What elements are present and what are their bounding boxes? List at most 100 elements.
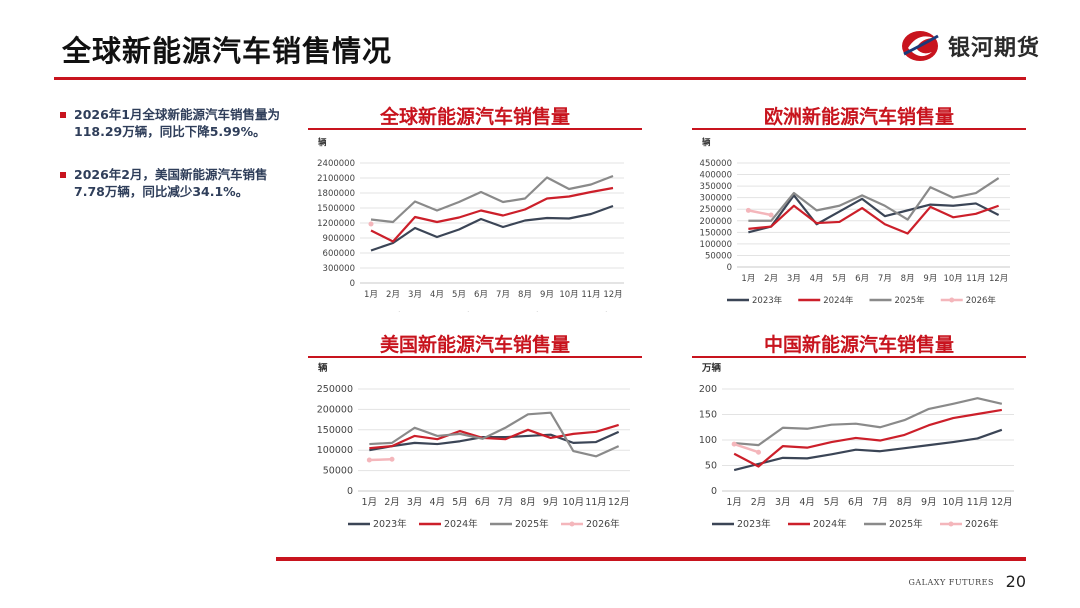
x-tick-label: 11月 [967, 497, 989, 508]
x-tick-label: 6月 [474, 290, 488, 300]
x-tick-label: 1月 [364, 290, 378, 300]
series-line-2023年 [369, 430, 620, 452]
x-tick-label: 3月 [775, 497, 791, 508]
series-line-2025年 [369, 411, 620, 458]
chart-panel-global: 全球新能源汽车销售量 辆 0 300000 600000 900000 1200000 15… [308, 102, 642, 312]
legend-label: 2023年 [375, 311, 406, 312]
y-tick-label: 0 [347, 486, 353, 497]
series-line-2024年 [748, 204, 999, 235]
x-tick-label: 6月 [848, 497, 864, 508]
x-tick-label: 8月 [520, 497, 536, 508]
x-tick-label: 9月 [923, 274, 937, 284]
chart-global: 辆 0 300000 600000 900000 1200000 1500000 180000… [317, 137, 624, 312]
chart-title: 中国新能源汽车销售量 [763, 334, 954, 356]
y-tick-label: 350000 [700, 182, 732, 192]
series-point-2026 [768, 212, 774, 218]
chart-title-rule [308, 128, 642, 130]
x-tick-label: 11月 [581, 290, 600, 300]
x-tick-label: 12月 [989, 274, 1008, 284]
y-tick-label: 300000 [323, 264, 355, 274]
x-tick-label: 5月 [452, 290, 466, 300]
chart-title: 美国新能源汽车销售量 [379, 334, 570, 356]
x-tick-label: 5月 [824, 497, 840, 508]
x-tick-label: 8月 [518, 290, 532, 300]
y-tick-label: 900000 [323, 234, 355, 244]
legend-item: 2025年 [864, 518, 923, 530]
bullet-item: 2026年2月，美国新能源汽车销售7.78万辆，同比减少34.1%。 [60, 166, 280, 200]
y-tick-label: 200000 [700, 217, 732, 227]
galaxy-logo-icon [901, 31, 939, 61]
x-tick-label: 3月 [407, 497, 423, 508]
y-tick-label: 200000 [317, 404, 353, 415]
legend-marker [948, 521, 954, 527]
legend-label: 2025年 [515, 518, 549, 530]
legend-label: 2026年 [586, 518, 620, 530]
chart-usa: 辆 0 50000 100000 150000 200000 250000 1月 2月 3月 4月 5… [317, 362, 630, 530]
y-tick-label: 2400000 [317, 159, 355, 169]
legend-item: 2023年 [712, 518, 771, 530]
y-tick-label: 0 [727, 263, 732, 273]
y-tick-label: 1500000 [317, 204, 355, 214]
x-tick-label: 1月 [362, 497, 378, 508]
y-tick-label: 0 [350, 279, 355, 289]
legend-label: 2025年 [889, 518, 923, 530]
x-tick-label: 3月 [787, 274, 801, 284]
series-point-2026 [368, 221, 374, 227]
y-tick-label: 250000 [700, 205, 732, 215]
series-line-2024年 [369, 423, 619, 450]
x-tick-label: 2月 [386, 290, 400, 300]
unit-label: 辆 [318, 137, 327, 148]
x-tick-label: 4月 [799, 497, 815, 508]
legend-marker [949, 297, 955, 303]
footer-brand: GALAXY FUTURES [908, 578, 994, 587]
legend-item: 2024年 [788, 518, 847, 530]
x-tick-label: 7月 [878, 274, 892, 284]
x-tick-label: 9月 [921, 497, 937, 508]
y-tick-label: 0 [711, 486, 717, 497]
legend-item: 2024年 [419, 518, 478, 530]
x-tick-label: 4月 [810, 274, 824, 284]
series-point-2026 [389, 456, 395, 462]
legend-label: 2023年 [737, 518, 771, 530]
legend-item: 2023年 [348, 518, 407, 530]
summary-bullets: 2026年1月全球新能源汽车销售量为118.29万辆，同比下降5.99%。 20… [60, 106, 280, 226]
x-tick-label: 2月 [751, 497, 767, 508]
legend-label: 2026年 [966, 295, 997, 306]
x-tick-label: 5月 [832, 274, 846, 284]
unit-label: 辆 [318, 362, 328, 374]
legend-label: 2023年 [752, 295, 783, 306]
x-tick-label: 9月 [540, 290, 554, 300]
chart-title-rule [692, 128, 1026, 130]
bullet-item: 2026年1月全球新能源汽车销售量为118.29万辆，同比下降5.99%。 [60, 106, 280, 140]
header-rule [54, 77, 1026, 80]
x-tick-label: 7月 [498, 497, 514, 508]
x-tick-label: 12月 [603, 290, 622, 300]
y-tick-label: 2100000 [317, 174, 355, 184]
legend-label: 2024年 [444, 518, 478, 530]
x-tick-label: 7月 [496, 290, 510, 300]
x-tick-label: 5月 [452, 497, 468, 508]
bullet-text: 2026年2月，美国新能源汽车销售7.78万辆，同比减少34.1%。 [74, 167, 268, 199]
y-tick-label: 300000 [700, 194, 732, 204]
legend-label: 2024年 [444, 311, 475, 312]
series-line-2026年 [369, 458, 393, 462]
y-tick-label: 50 [705, 461, 717, 472]
legend-item: 2024年 [444, 311, 475, 312]
legend-item: 2024年 [798, 295, 854, 306]
x-tick-label: 12月 [608, 497, 630, 508]
legend-item: 2023年 [375, 311, 406, 312]
page-title: 全球新能源汽车销售情况 [62, 34, 393, 68]
legend-label: 2026年 [582, 311, 613, 312]
series-point-2026 [756, 449, 761, 455]
series-line-2025年 [748, 177, 1000, 222]
legend-label: 2024年 [823, 295, 854, 306]
legend-item: 2025年 [490, 518, 549, 530]
x-tick-label: 8月 [897, 497, 913, 508]
legend-item: 2025年 [869, 295, 925, 306]
x-tick-label: 3月 [408, 290, 422, 300]
bullet-text: 2026年1月全球新能源汽车销售量为118.29万辆，同比下降5.99%。 [74, 107, 280, 139]
bullet-square-icon [60, 112, 66, 118]
series-line-2023年 [370, 204, 614, 252]
unit-label: 万辆 [701, 362, 722, 374]
series-line-2024年 [733, 408, 1003, 468]
